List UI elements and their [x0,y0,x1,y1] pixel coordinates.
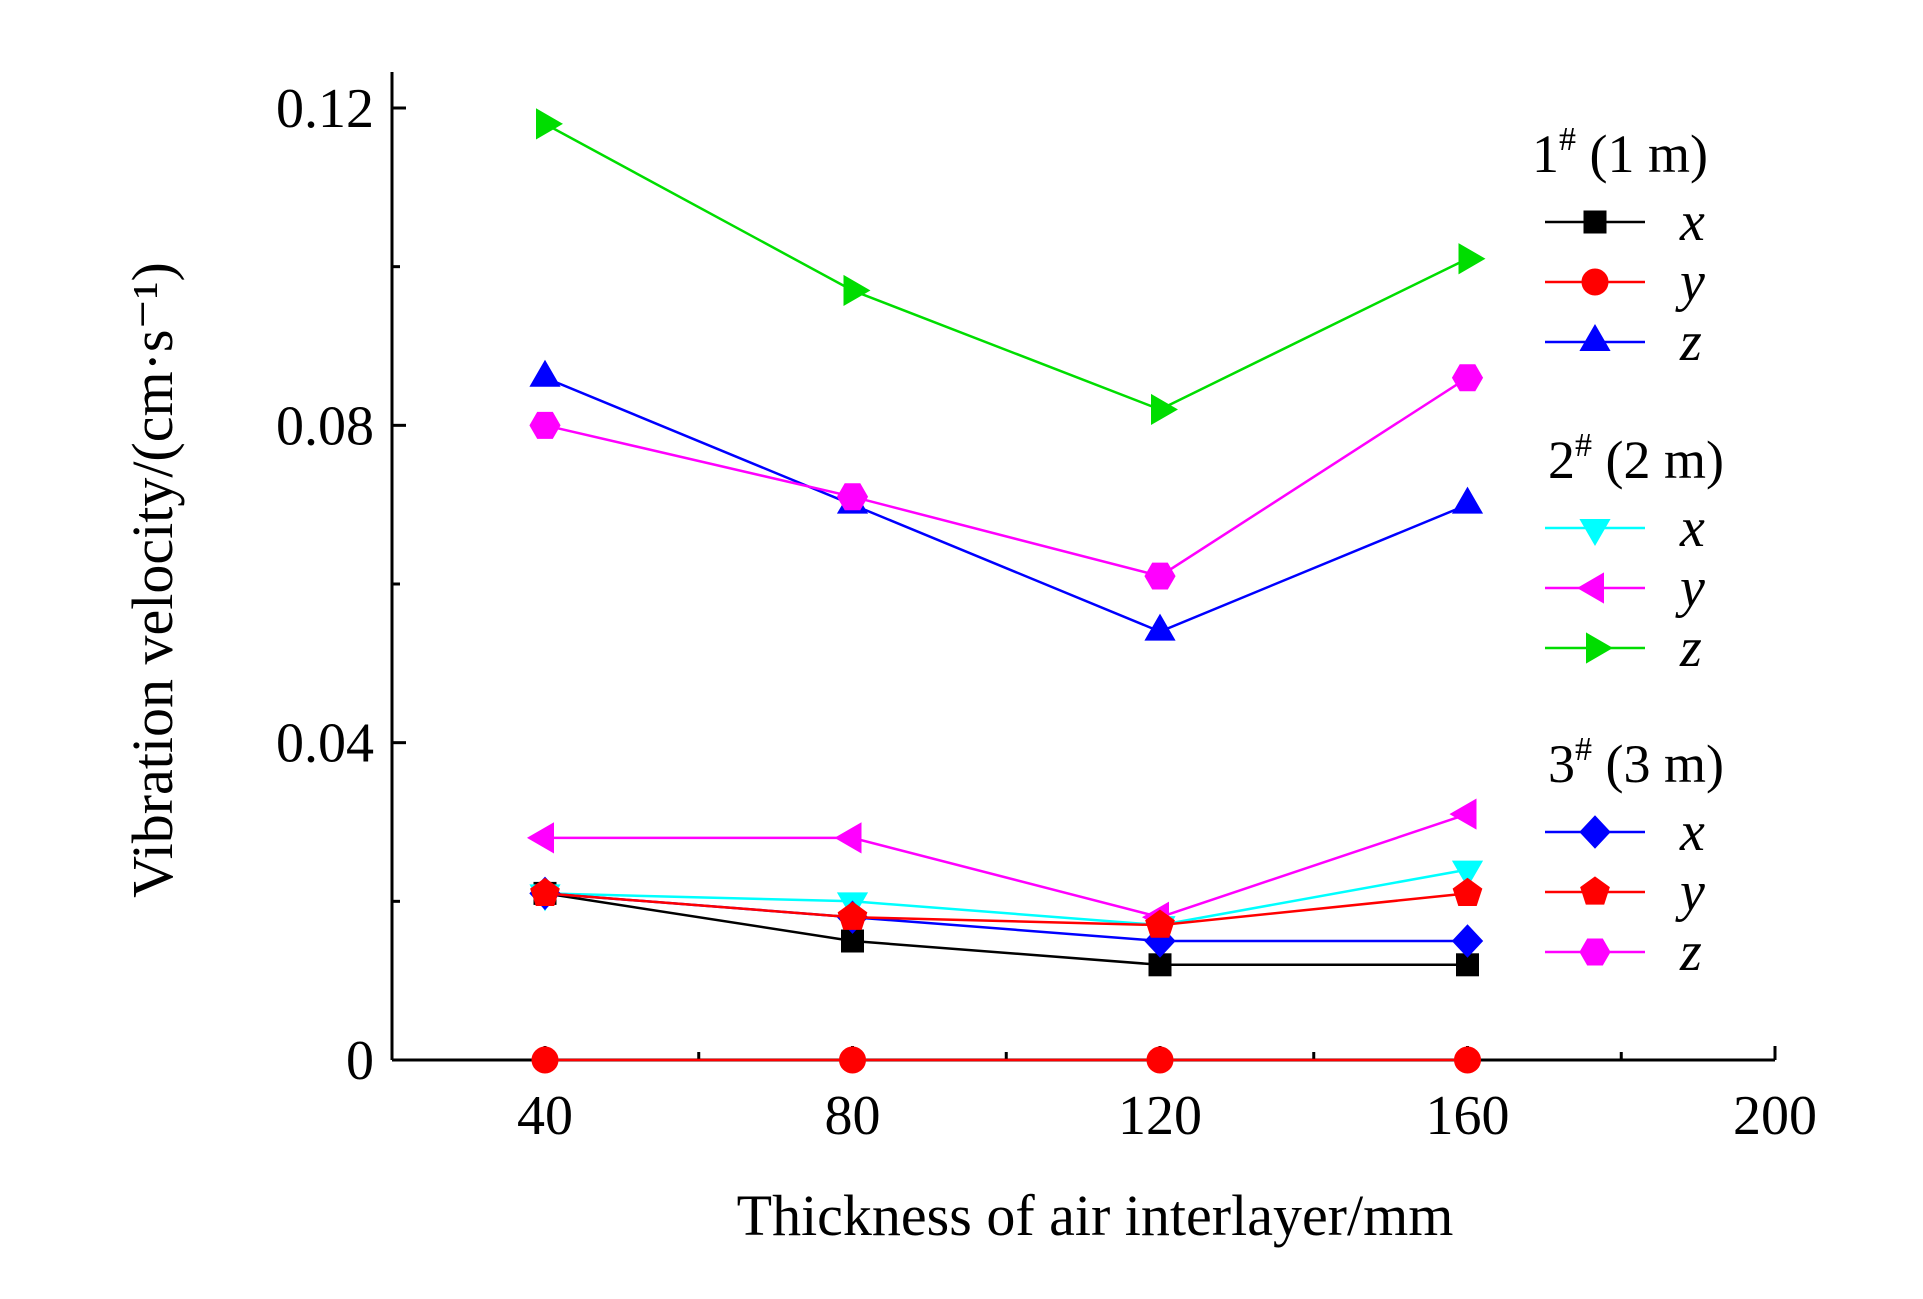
x-tick-label-200: 200 [1733,1085,1817,1147]
data-point [536,108,564,140]
legend-entry: y [1545,557,1705,619]
legend-heading-sup: # [1559,121,1576,158]
data-point [531,1046,559,1074]
series-group1-x [533,881,1479,977]
data-point [836,483,869,511]
legend-label: y [1675,251,1705,313]
data-point [529,359,561,387]
series-group2-z [536,108,1486,426]
legend-marker [1579,519,1611,547]
x-tick-label-40: 40 [517,1085,573,1147]
data-point [834,822,862,854]
legend-heading-sup: # [1575,427,1592,464]
legend-entry: y [1545,861,1705,923]
data-point [1454,1046,1481,1074]
legend-entry: z [1545,921,1702,983]
x-tick-label-160: 160 [1426,1085,1510,1147]
legend-entry: x [1545,801,1705,863]
legend-label: z [1679,617,1702,679]
data-point [529,411,561,439]
series-line [544,892,1468,943]
series-group1-z [529,359,1484,641]
legend-heading-number: 3 [1548,734,1575,794]
legend-entry: z [1545,617,1702,679]
legend-heading-number: 1 [1532,124,1559,184]
data-point [1451,486,1484,514]
legend-label: z [1679,921,1702,983]
data-point [526,822,554,854]
legend-heading-rest: (1 m) [1576,124,1708,184]
y-axis-title: Vibration velocity/(cm·s⁻¹) [120,262,185,898]
x-axis-title: Thickness of air interlayer/mm [737,1183,1454,1248]
legend-marker [1586,632,1614,664]
data-point [1146,1046,1174,1074]
x-tick-label-80: 80 [825,1085,881,1147]
legend-heading-number: 2 [1548,430,1575,490]
data-point [1451,924,1484,958]
series-group3-z [529,364,1484,590]
legend-heading-rest: (2 m) [1592,430,1724,490]
legend-heading-rest: (3 m) [1592,734,1724,794]
y-ticks: 0 0.04 0.08 0.12 [276,78,406,1092]
series-line [544,122,1469,411]
legend-marker [1579,323,1611,351]
legend-marker [1581,268,1609,296]
legend-marker [1579,938,1611,966]
legend-label: y [1675,861,1705,923]
legend-heading-1: 1# (1 m) [1532,121,1708,184]
legend-label: x [1679,497,1705,559]
series-line [545,812,1468,919]
series-group3-x [529,876,1484,958]
data-point [1452,877,1483,907]
series-line [544,892,1468,967]
series-line [544,376,1469,578]
data-point [530,877,560,907]
series-line [544,868,1468,927]
data-point [1144,613,1176,641]
data-point [1451,364,1484,392]
legend-heading-2: 2# (2 m) [1548,427,1724,490]
legend-entry: y [1545,251,1705,313]
data-point [1144,562,1176,590]
series-group3-y [530,877,1483,938]
data-point [1449,798,1477,830]
x-tick-label-120: 120 [1118,1085,1202,1147]
data-point [1451,860,1484,888]
series-layer [526,108,1486,1074]
legend-marker [1576,572,1604,604]
legend-label: z [1679,311,1702,373]
y-tick-label-1: 0.04 [276,713,374,775]
legend-marker [1583,210,1607,234]
y-tick-label-0: 0 [346,1030,374,1092]
data-point [1145,909,1175,938]
data-point [843,274,871,307]
legend-label: x [1679,191,1705,253]
data-point [837,901,868,930]
y-tick-label-2: 0.08 [276,395,374,457]
legend-heading-sup: # [1575,731,1592,768]
legend-heading-3: 3# (3 m) [1548,731,1724,794]
y-tick-label-3: 0.12 [276,78,374,140]
legend-entry: x [1545,497,1705,559]
axes [390,72,1775,1062]
series-group2-y [526,798,1477,933]
legend-entry: x [1545,191,1705,253]
series-group1-y [531,1046,1481,1074]
series-line [544,376,1468,633]
legend-label: x [1679,801,1705,863]
data-point [1458,243,1486,275]
x-ticks: 40 80 120 160 200 [517,1046,1817,1147]
data-point [839,1046,866,1074]
data-point [1151,393,1179,426]
legend-marker [1580,876,1610,905]
legend-entry: z [1545,311,1702,373]
series-line [544,892,1468,927]
legend-marker [1579,815,1611,849]
legend-label: y [1675,557,1705,619]
